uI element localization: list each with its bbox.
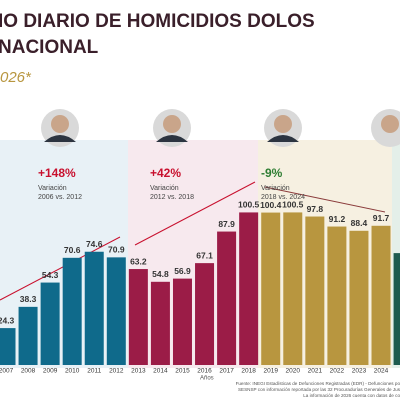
portraits xyxy=(41,109,400,147)
bar xyxy=(261,212,281,365)
change-label: Variación xyxy=(261,185,290,192)
value-label: 88.4 xyxy=(351,218,368,228)
value-label: 100.4 xyxy=(260,200,282,210)
x-tick-label: 2016 xyxy=(197,368,212,375)
x-tick-label: 2020 xyxy=(286,368,301,375)
x-tick-label: 2009 xyxy=(43,368,58,375)
value-label: 97.8 xyxy=(307,204,324,214)
bar xyxy=(217,231,237,365)
change: -9% xyxy=(261,166,283,180)
x-tick-label: 2012 xyxy=(109,368,124,375)
bar xyxy=(327,226,347,365)
value-label: 56.9 xyxy=(174,266,191,276)
x-tick-label: 2024 xyxy=(374,368,389,375)
footer: Fuente: INEGI Estadísticas de Defuncione… xyxy=(236,381,400,386)
x-tick-label: 2011 xyxy=(87,368,101,375)
value-label: 54.3 xyxy=(42,270,59,280)
change-label: Variación xyxy=(38,185,67,192)
value-label: 100.5 xyxy=(282,200,304,210)
x-tick-label: 2023 xyxy=(352,368,367,375)
change: +148% xyxy=(38,166,76,180)
x-tick-label: 2015 xyxy=(175,368,190,375)
value-label: 91.7 xyxy=(373,213,390,223)
bar xyxy=(18,306,38,365)
panel xyxy=(258,140,392,368)
bar xyxy=(0,328,16,365)
subtitle: 026* xyxy=(0,69,32,86)
x-tick-label: 2021 xyxy=(308,368,323,375)
x-tick-label: 2014 xyxy=(153,368,168,375)
bar xyxy=(195,263,215,365)
footer: SESNSP con información reportada por las… xyxy=(238,387,400,392)
x-tick-label: 2019 xyxy=(263,368,278,375)
x-label: Años xyxy=(200,376,214,382)
bar xyxy=(283,212,303,365)
change-period: 2006 vs. 2012 xyxy=(38,194,82,201)
x-tick-label: 2022 xyxy=(330,368,345,375)
x-tick-label: 2010 xyxy=(65,368,80,375)
value-label: 74.6 xyxy=(86,239,103,249)
x-tick-label: 2008 xyxy=(21,368,36,375)
bar xyxy=(371,225,391,365)
panel xyxy=(128,140,258,368)
bar xyxy=(84,251,104,365)
bar xyxy=(172,278,192,365)
value-label: 54.8 xyxy=(152,269,169,279)
x-tick-label: 2017 xyxy=(219,368,234,375)
bar xyxy=(393,253,400,365)
title: IO DIARIO DE HOMICIDIOS DOLOS xyxy=(0,11,315,32)
bar xyxy=(150,281,170,365)
value-label: 38.3 xyxy=(20,294,37,304)
value-label: 63.2 xyxy=(130,256,147,266)
x-tick-label: 2007 xyxy=(0,368,14,375)
footer: La información de 2026 cuenta con datos … xyxy=(303,393,400,398)
value-label: 91.2 xyxy=(329,214,346,224)
value-label: 87.9 xyxy=(218,219,235,229)
value-label: 100.5 xyxy=(238,200,260,210)
title: NACIONAL xyxy=(0,37,99,58)
x-tick-label: 2018 xyxy=(241,368,256,375)
bar xyxy=(40,282,60,365)
bar xyxy=(106,257,126,365)
trend-arrows xyxy=(0,181,386,301)
bar xyxy=(239,212,259,365)
x-tick-label: 2013 xyxy=(131,368,146,375)
change-label: Variación xyxy=(150,185,179,192)
bar xyxy=(62,257,82,365)
bar xyxy=(128,269,148,365)
change-period: 2012 vs. 2018 xyxy=(150,194,194,201)
value-label: 70.9 xyxy=(108,245,125,255)
value-label: 24.3 xyxy=(0,315,15,325)
change-period: 2018 vs. 2024 xyxy=(261,194,305,201)
value-label: 70.6 xyxy=(64,245,81,255)
change: +42% xyxy=(150,166,181,180)
bar xyxy=(349,230,369,365)
value-label: 67.1 xyxy=(196,250,213,260)
bar xyxy=(305,216,325,365)
